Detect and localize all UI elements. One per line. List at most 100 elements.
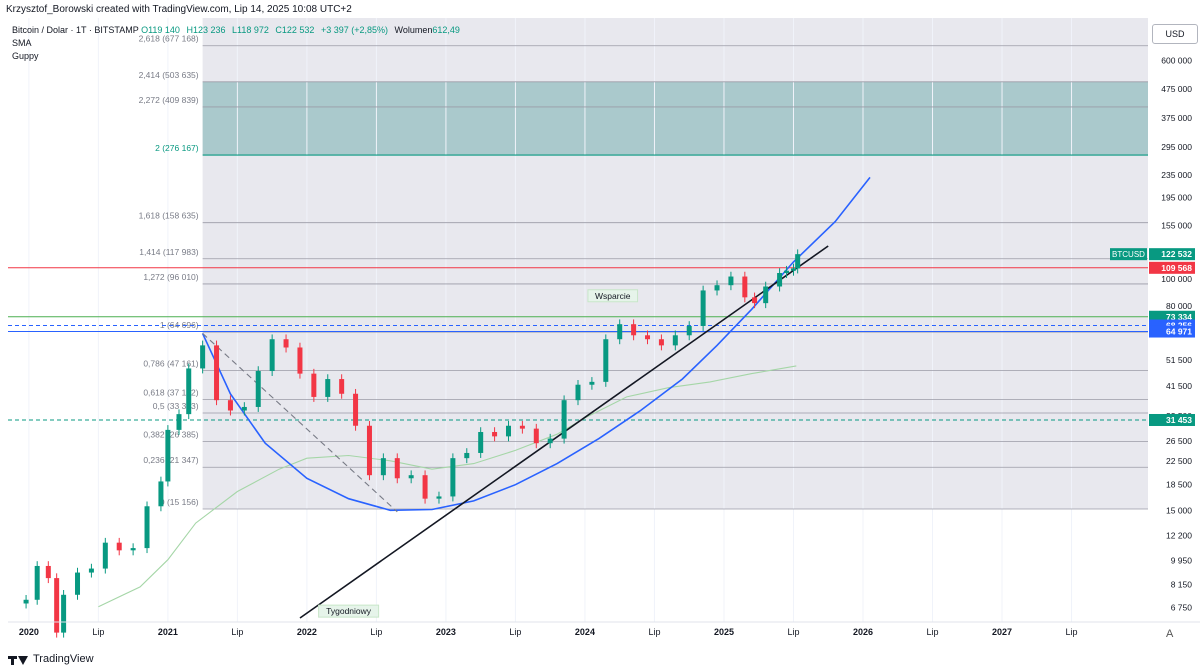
candle-body (311, 373, 317, 397)
fib-level-label: 2,414 (503 635) (139, 70, 199, 80)
series-line-downtrend (202, 332, 398, 513)
symbol-tag (1110, 248, 1147, 261)
candle-body (45, 565, 51, 579)
candle-body (394, 458, 400, 479)
tradingview-logo-icon (8, 654, 28, 665)
candle-body (176, 414, 182, 430)
candle-body (700, 290, 706, 326)
currency-selector[interactable]: USD (1152, 24, 1198, 44)
candle-body (61, 594, 67, 633)
fib-target-zone (202, 81, 1148, 156)
time-axis-tick: Lip (1066, 627, 1078, 637)
candle-body (422, 475, 428, 499)
candle-body (297, 347, 303, 374)
price-tag-label: 73 334 (1166, 312, 1192, 322)
indicator-guppy[interactable]: Guppy (12, 51, 39, 61)
candle-body (144, 506, 150, 549)
candle-body (617, 324, 623, 340)
price-axis-tick: 9 950 (1171, 555, 1193, 565)
axis-settings-icon[interactable]: A (1166, 628, 1174, 640)
price-axis-tick: 41 500 (1166, 381, 1192, 391)
fib-level-label: 2,618 (677 168) (139, 34, 199, 44)
candle-body (575, 384, 581, 401)
footer-brand: TradingView (33, 653, 94, 665)
candle-body (75, 572, 81, 595)
price-axis-tick: 22 500 (1166, 456, 1192, 466)
candle-body (784, 270, 790, 273)
price-tag-label: 109 568 (1161, 263, 1192, 273)
chart-legend: Bitcoin / Dolar · 1T · BITSTAMP O119 140… (12, 24, 464, 63)
price-axis-tick: 375 000 (1161, 113, 1192, 123)
price-axis-tick: 51 500 (1166, 355, 1192, 365)
candle-body (645, 335, 651, 340)
candle-body (464, 452, 470, 459)
indicator-sma[interactable]: SMA (12, 38, 32, 48)
price-tag-label: 122 532 (1161, 249, 1192, 259)
candle-body (672, 335, 678, 346)
time-axis-tick: 2027 (992, 627, 1012, 637)
time-axis-tick: Lip (648, 627, 660, 637)
annotation-box (318, 604, 380, 618)
time-axis-tick: 2025 (714, 627, 734, 637)
price-axis-tick: 15 000 (1166, 505, 1192, 515)
time-axis-tick: Lip (787, 627, 799, 637)
candle-body (380, 458, 386, 476)
price-tag-label: 64 971 (1166, 327, 1192, 337)
candle-body (34, 565, 40, 600)
candle-body (200, 345, 206, 369)
price-axis-tick: 12 200 (1166, 530, 1192, 540)
candle-body (728, 276, 734, 286)
low-value: L118 972 (232, 25, 269, 35)
price-axis-tick: 235 000 (1161, 170, 1192, 180)
annotation-box (587, 289, 639, 303)
price-axis-tick: 26 500 (1166, 436, 1192, 446)
price-axis-tick: 295 000 (1161, 142, 1192, 152)
candle-body (533, 428, 539, 444)
annotation-label: Wsparcie (595, 291, 631, 301)
time-axis-tick: 2023 (436, 627, 456, 637)
symbol-label[interactable]: Bitcoin / Dolar · 1T · BITSTAMP (12, 25, 139, 35)
candle-body (214, 345, 220, 401)
time-axis-tick: 2022 (297, 627, 317, 637)
fib-level-label: 0,236 (21 347) (143, 455, 198, 465)
candle-body (325, 379, 331, 397)
price-tag-label: 68 256 (1166, 321, 1192, 331)
time-axis-tick: 2021 (158, 627, 178, 637)
candle-body (116, 542, 122, 551)
candle-body (130, 548, 136, 551)
candle-body (241, 406, 247, 411)
candle-body (227, 400, 233, 411)
candle-body (505, 425, 511, 437)
candle-body (54, 578, 60, 633)
candle-body (255, 371, 261, 407)
candle-body (269, 339, 275, 372)
price-tag (1149, 413, 1195, 426)
symbol-tag-label: BTCUSD (1112, 250, 1145, 259)
candle-body (186, 368, 192, 415)
time-axis-tick: Lip (92, 627, 104, 637)
price-axis-tick: 155 000 (1161, 221, 1192, 231)
candle-body (686, 325, 692, 336)
fib-level-label: 1,272 (96 010) (143, 272, 198, 282)
candle-body (88, 568, 94, 573)
time-axis-tick: 2026 (853, 627, 873, 637)
open-value: O119 140 (141, 25, 180, 35)
candle-body (589, 381, 595, 385)
price-tag (1149, 261, 1195, 274)
candle-body (23, 599, 29, 604)
candle-body (777, 272, 783, 287)
fib-level-label: 0,618 (37 162) (143, 388, 198, 398)
candle-body (742, 276, 748, 298)
volume-label: Wolumen (394, 25, 433, 35)
time-axis-tick: Lip (509, 627, 521, 637)
fib-level-label: 0 (15 156) (160, 497, 199, 507)
fib-level-label: 0,382 (26 385) (143, 429, 198, 439)
volume-value: 612,49 (432, 25, 460, 35)
price-axis-tick: 600 000 (1161, 55, 1192, 65)
price-axis-tick: 80 000 (1166, 301, 1192, 311)
annotation-label: Tygodniowy (326, 606, 372, 616)
candle-body (339, 379, 345, 394)
series-line-curve (201, 176, 871, 512)
candle-body (763, 286, 769, 304)
